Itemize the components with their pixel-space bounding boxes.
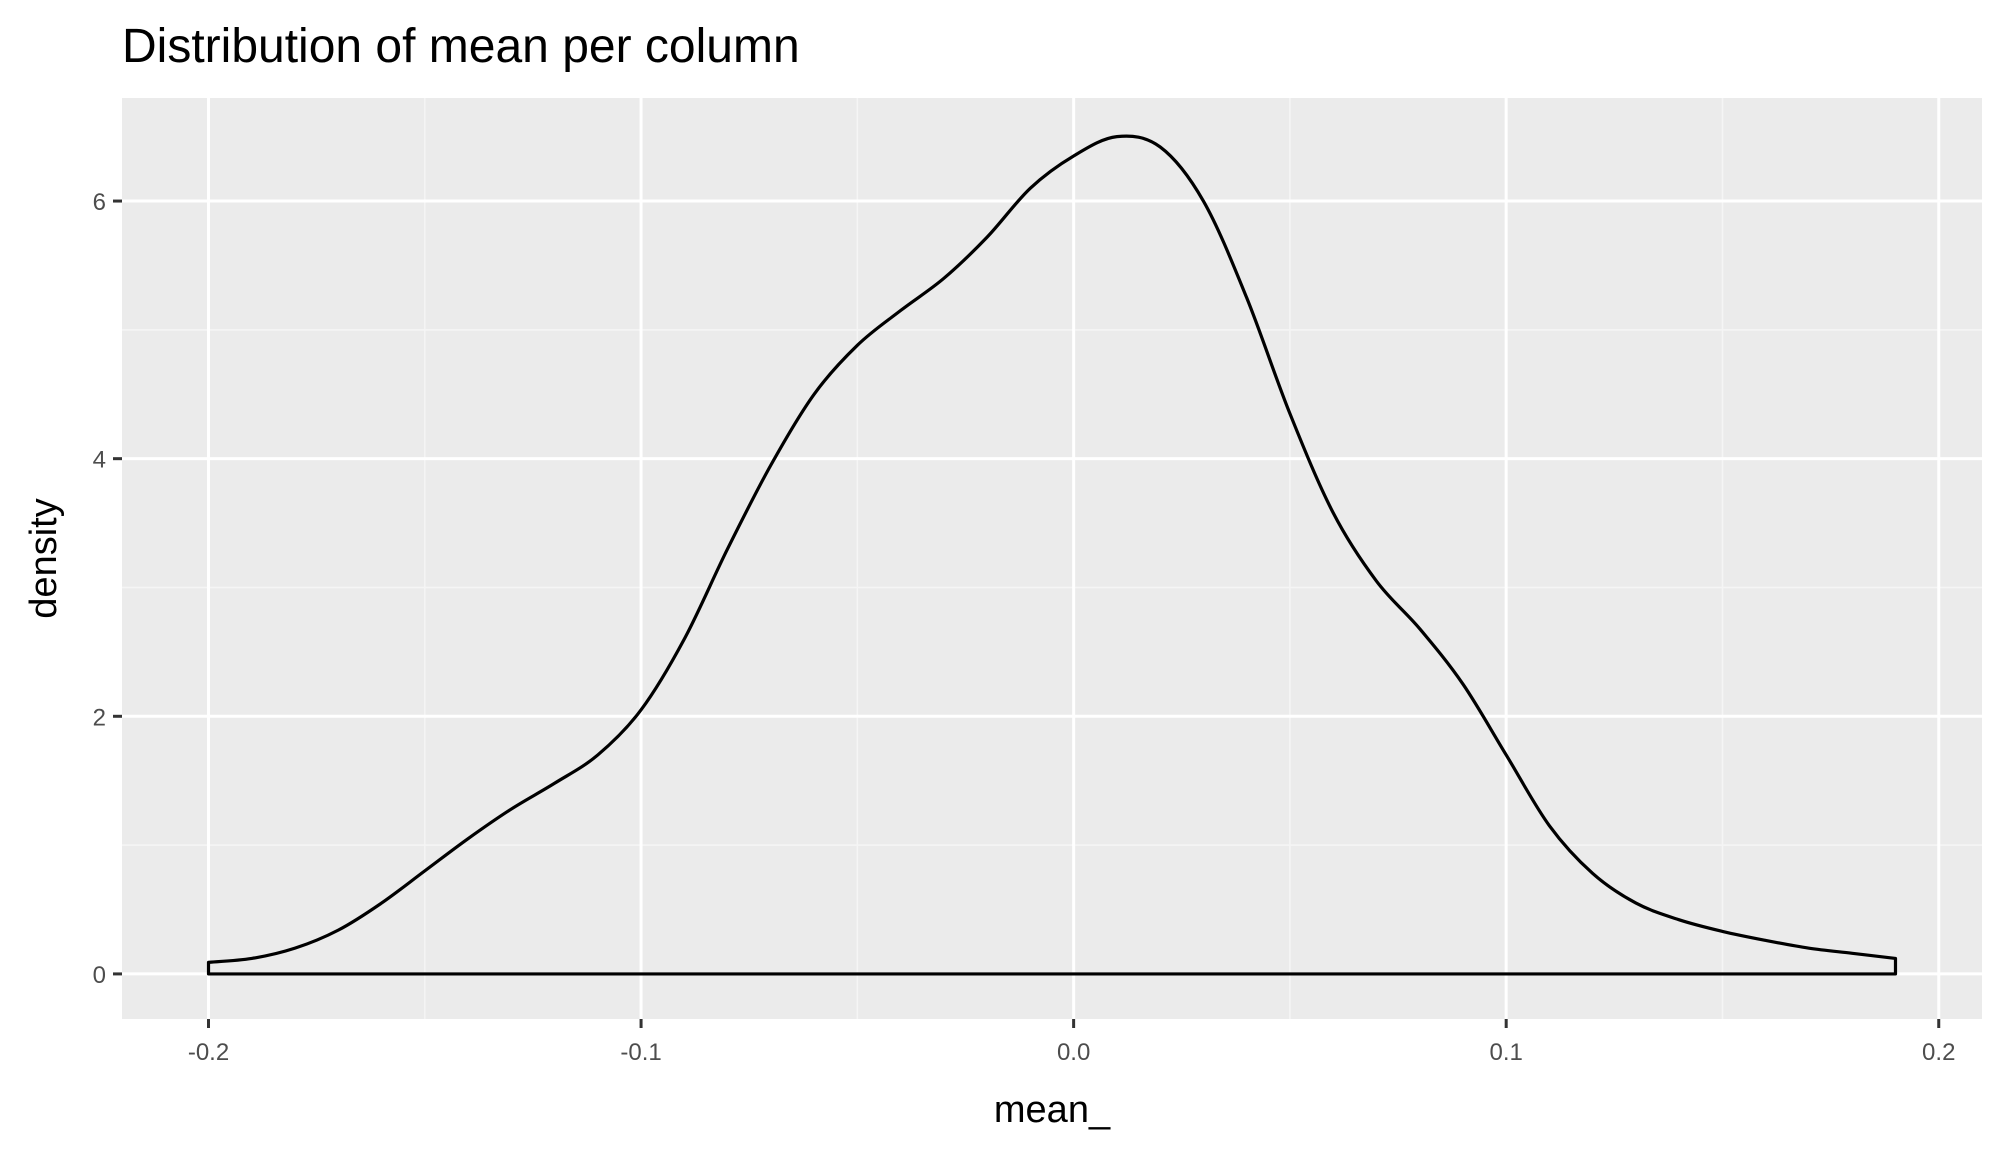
x-tick-label: 0.1 bbox=[1489, 1039, 1522, 1066]
chart-title: Distribution of mean per column bbox=[122, 20, 800, 73]
x-tick-label: 0.0 bbox=[1057, 1039, 1090, 1066]
density-curve-0 bbox=[206, 134, 1898, 976]
y-axis: 0 2 4 6 bbox=[93, 189, 122, 989]
x-tick-label: 0.2 bbox=[1922, 1039, 1955, 1066]
y-tick-label: 6 bbox=[93, 189, 106, 216]
y-axis-title: density bbox=[23, 498, 65, 618]
minor-gridlines bbox=[122, 98, 1982, 1019]
series-layer bbox=[206, 134, 1898, 976]
x-tick-label: -0.1 bbox=[620, 1039, 661, 1066]
x-axis: -0.2 -0.1 0.0 0.1 0.2 bbox=[188, 1019, 1955, 1066]
y-tick-label: 4 bbox=[93, 447, 106, 474]
plot-panel bbox=[122, 98, 1982, 1019]
x-axis-title: mean_ bbox=[994, 1089, 1111, 1131]
y-tick-label: 0 bbox=[93, 962, 106, 989]
y-tick-label: 2 bbox=[93, 704, 106, 731]
x-tick-label: -0.2 bbox=[188, 1039, 229, 1066]
